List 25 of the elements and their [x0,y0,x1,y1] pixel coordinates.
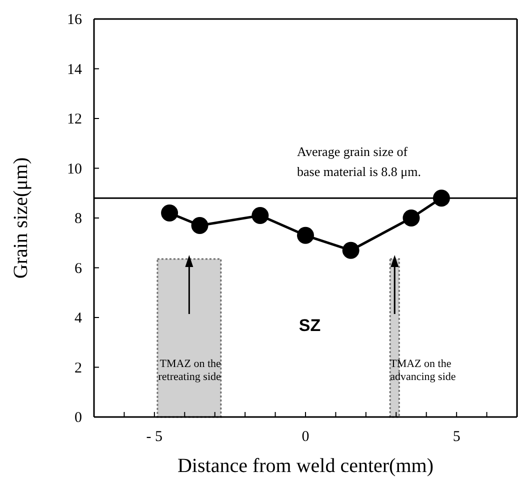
y-tick-label: 2 [74,360,82,376]
point [342,242,360,259]
point [161,204,178,222]
annotation: SZ [298,316,321,335]
y-tick-label: 14 [67,62,82,78]
point [432,190,450,207]
x-tick-label: 5 [452,429,460,445]
y-tick-label: 16 [67,12,82,28]
y-tick-label: 4 [74,310,82,326]
y-tick-label: 8 [74,211,82,227]
y-tick-label: 12 [67,112,82,128]
y-tick-label: 10 [67,161,82,178]
point [297,226,314,244]
ref-line-label: Average grain size of base material is 8.8 μm. [297,144,421,180]
y-tick-label: 6 [74,260,82,277]
x-tick-label: 0 [302,429,310,445]
band-label: TMAZ on the advancing side [390,358,456,383]
y-tick-label: 0 [74,410,82,426]
x-axis-title: Distance from weld center(mm) [177,455,434,477]
point [252,207,269,224]
point [402,210,420,226]
point [191,216,208,234]
band-label: TMAZ on the retreating side [158,358,222,383]
x-tick-label: - 5 [146,429,163,445]
y-axis-title: Grain size(μm) [10,157,32,279]
